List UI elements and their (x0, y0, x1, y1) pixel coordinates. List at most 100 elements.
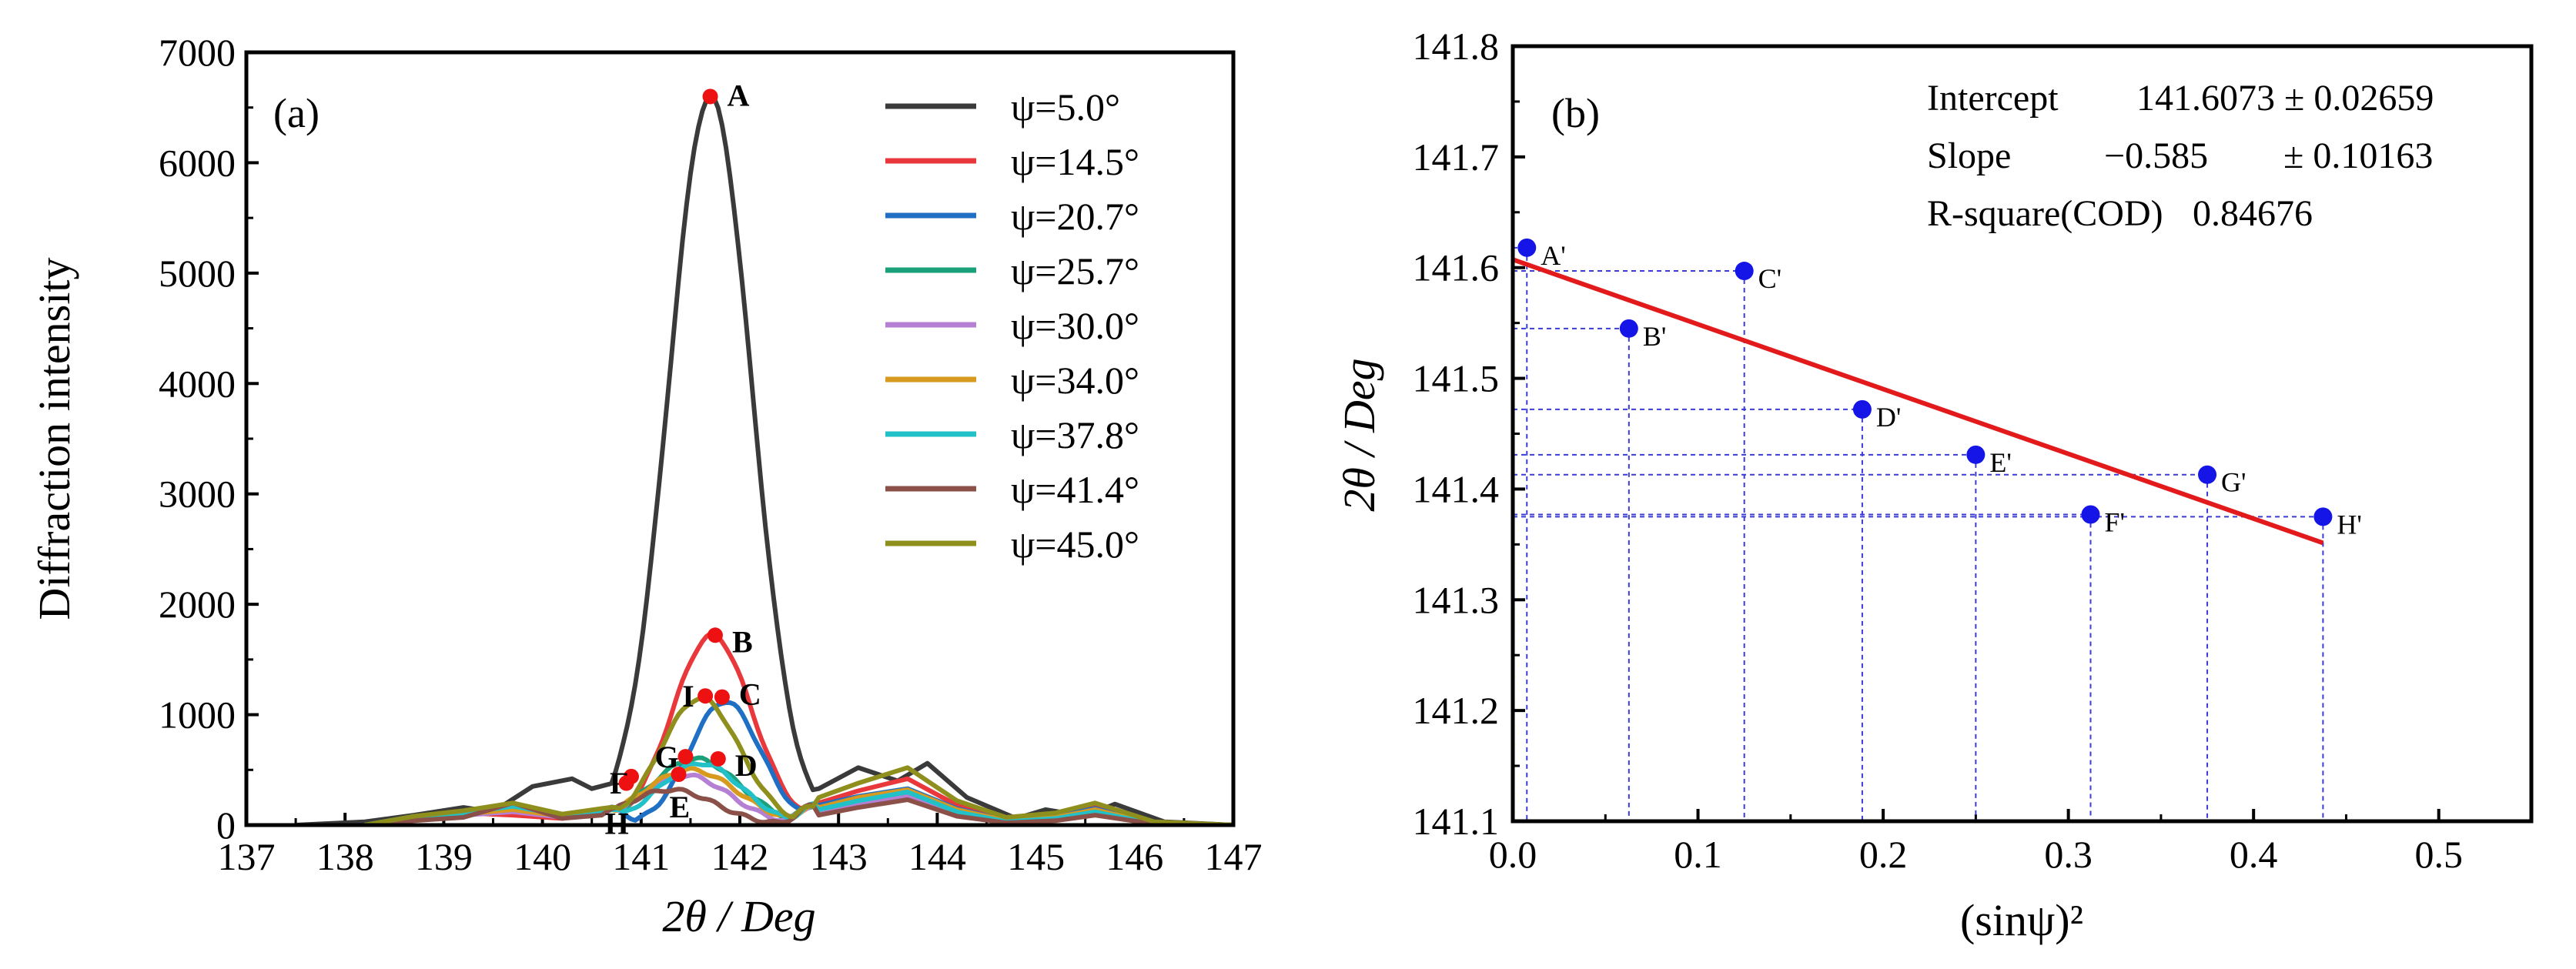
a-x-tick-label: 146 (1106, 835, 1163, 878)
b-data-point (1852, 399, 1872, 419)
stat-r2-label: R-square(COD) (1927, 193, 2163, 234)
b-x-tick-label: 0.3 (2044, 833, 2093, 876)
b-data-point (1517, 238, 1537, 257)
b-point-label: F' (2105, 507, 2126, 538)
a-series-group (295, 93, 1233, 825)
b-fit-statistics: Intercept 141.6073 ± 0.02659 Slope −0.58… (1927, 78, 2434, 234)
a-point-label: A (728, 78, 750, 112)
b-point-label: E' (1989, 447, 2011, 478)
stat-slope-label: Slope (1927, 135, 2011, 176)
a-y-axis-label: Diffraction intensity (29, 258, 79, 620)
a-x-axis-label: 2θ / Deg (662, 891, 815, 941)
a-legend-label: ψ=37.8° (1011, 413, 1139, 456)
a-x-tick-label: 141 (612, 835, 670, 878)
b-y-axis: 141.1 141.2 141.3 141.4 141.5 141.6 141.7 141.8 (1413, 25, 1525, 843)
b-data-point (1735, 262, 1754, 281)
a-x-tick-label: 143 (810, 835, 868, 878)
a-legend-label: ψ=14.5° (1011, 140, 1139, 183)
chart-b: 141.1 141.2 141.3 141.4 141.5 141.6 141.7 141.8… (1334, 25, 2534, 945)
a-x-axis-label-text: 2θ / Deg (662, 891, 815, 941)
b-data-point (2081, 505, 2100, 524)
a-data-point (702, 89, 718, 105)
a-point-label: D (735, 748, 758, 783)
b-data-point (1966, 445, 1986, 464)
a-y-tick-label: 1000 (159, 693, 236, 737)
a-legend-label: ψ=5.0° (1011, 85, 1120, 129)
a-x-tick-label: 140 (514, 835, 571, 878)
b-panel-label: (b) (1551, 90, 1600, 136)
a-legend-label: ψ=45.0° (1011, 523, 1139, 566)
a-x-tick-label: 137 (218, 835, 276, 878)
b-guide-lines (1513, 246, 2324, 821)
a-y-tick-label: 4000 (159, 362, 236, 405)
stat-r2-value: 0.84676 (2193, 193, 2313, 234)
b-plot-frame (1510, 44, 2534, 824)
a-y-tick-label: 5000 (159, 252, 236, 295)
a-legend-label: ψ=25.7° (1011, 249, 1139, 292)
stat-intercept-label: Intercept (1927, 78, 2059, 119)
a-x-tick-label: 142 (711, 835, 769, 878)
b-x-tick-label: 0.4 (2230, 833, 2278, 876)
a-series-line (295, 93, 1233, 825)
b-y-tick-label: 141.1 (1413, 800, 1500, 843)
b-data-point (1619, 319, 1638, 338)
b-fit-line (1512, 257, 2324, 546)
b-y-tick-label: 141.3 (1413, 578, 1500, 621)
a-point-label: E (670, 790, 691, 824)
stat-slope-value: −0.585 (2104, 135, 2208, 176)
stat-intercept-value: 141.6073 ± 0.02659 (2136, 78, 2434, 119)
a-data-point (677, 749, 694, 765)
a-data-point (710, 750, 726, 767)
b-data-point (2198, 465, 2217, 484)
a-y-tick-label: 2000 (159, 583, 236, 626)
a-x-tick-label: 139 (415, 835, 473, 878)
b-point-label: H' (2337, 509, 2361, 540)
a-x-axis: 137 138 139 140 141 142 143 144 145 146 147 (218, 813, 1263, 878)
b-x-axis-label: (sinψ)² (1960, 895, 2083, 945)
b-y-tick-label: 141.7 (1413, 135, 1500, 179)
a-point-label: B (732, 624, 753, 659)
a-point-label: I (682, 679, 694, 713)
b-point-label: D' (1876, 402, 1901, 433)
a-y-tick-label: 6000 (159, 141, 236, 184)
a-data-point (618, 775, 634, 791)
b-y-axis-label: 2θ / Deg (1334, 358, 1384, 511)
a-x-tick-label: 145 (1007, 835, 1065, 878)
b-points-group: A' B' C' D' E' F' G' H' (1517, 238, 2362, 540)
stat-slope-error: ± 0.10163 (2283, 135, 2433, 176)
a-y-tick-label: 0 (216, 804, 236, 847)
b-y-tick-label: 141.2 (1413, 689, 1500, 732)
b-point-label: A' (1541, 240, 1565, 271)
a-y-tick-label: 3000 (159, 473, 236, 516)
a-data-point (698, 688, 714, 704)
a-legend-label: ψ=34.0° (1011, 359, 1139, 402)
a-data-point (671, 767, 687, 783)
b-point-label: C' (1758, 263, 1782, 294)
b-y-tick-label: 141.6 (1413, 246, 1500, 289)
b-x-axis: 0.0 0.1 0.2 0.3 0.4 0.5 (1489, 809, 2463, 876)
a-point-label: C (739, 677, 761, 712)
a-x-tick-label: 147 (1205, 835, 1263, 878)
a-panel-label: (a) (273, 90, 319, 136)
b-y-tick-label: 141.5 (1413, 357, 1500, 400)
a-x-tick-label: 144 (908, 835, 966, 878)
b-x-tick-label: 0.0 (1489, 833, 1537, 876)
b-point-label: G' (2221, 467, 2246, 498)
b-x-tick-label: 0.1 (1674, 833, 1722, 876)
b-y-axis-label-text: 2θ / Deg (1334, 358, 1384, 511)
a-legend: ψ=5.0° ψ=14.5° ψ=20.7° ψ=25.7° ψ=30.0° ψ=34.0… (885, 85, 1139, 566)
a-data-point (714, 689, 730, 705)
b-point-label: B' (1643, 321, 1667, 352)
b-x-tick-label: 0.2 (1859, 833, 1908, 876)
a-x-tick-label: 138 (316, 835, 374, 878)
a-legend-label: ψ=41.4° (1011, 468, 1139, 511)
a-legend-label: ψ=30.0° (1011, 304, 1139, 347)
b-x-tick-label: 0.5 (2414, 833, 2463, 876)
a-legend-label: ψ=20.7° (1011, 195, 1139, 238)
a-y-axis: 0 1000 2000 3000 4000 5000 6000 7000 (159, 31, 259, 847)
a-series-line (364, 695, 1233, 825)
b-y-tick-label: 141.8 (1413, 25, 1500, 68)
b-y-tick-label: 141.4 (1413, 467, 1500, 510)
